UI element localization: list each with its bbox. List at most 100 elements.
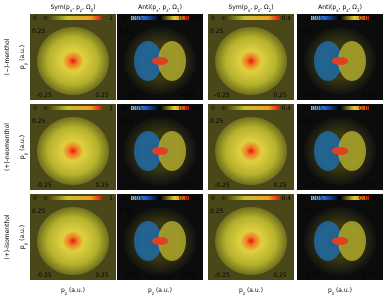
x-tick-label: -0.25 [214, 92, 230, 99]
subscript: 2 [269, 8, 272, 13]
subscript: x [156, 8, 159, 13]
column-title: Anti(px, pz, Ω1) [138, 4, 182, 13]
distribution [37, 27, 109, 95]
row-label: (+)-isomenthol [4, 214, 11, 260]
y-tick-label: 0.25 [299, 208, 313, 215]
panel [208, 104, 294, 190]
y-tick-label: 0.25 [119, 28, 133, 35]
x-tick-label: 0.25 [362, 272, 376, 279]
colorbar-label: 0.0005 [179, 15, 200, 22]
lobe-right [338, 221, 366, 261]
x-tick-label: -0.25 [36, 182, 52, 189]
panel [117, 194, 203, 280]
text-part: (a.u.) [334, 287, 352, 294]
colorbar-label: 0 [211, 195, 215, 202]
colorbar-label: 0.0005 [359, 195, 380, 202]
core [332, 237, 348, 245]
row-label: (+)-neomenthol [4, 123, 11, 171]
subscript: x [336, 8, 339, 13]
colorbar [222, 106, 280, 110]
subscript: z [65, 291, 68, 296]
x-tick-label: -0.25 [123, 182, 139, 189]
distribution [37, 117, 109, 185]
colorbar [311, 196, 369, 200]
text-part: , Ω [348, 4, 357, 11]
x-axis-label: pz (a.u.) [328, 287, 352, 296]
y-tick-label: 0.25 [32, 28, 46, 35]
subscript: z [80, 8, 83, 13]
text-part: , p [250, 4, 258, 11]
colorbar [131, 196, 189, 200]
colorbar-label: 1 [109, 195, 113, 202]
subscript: z [258, 8, 261, 13]
text-part: p [239, 287, 243, 294]
colorbar [44, 16, 102, 20]
lobe-left [314, 131, 342, 171]
text-part: , Ω [260, 4, 269, 11]
text-part: p [19, 65, 26, 69]
y-tick-label: 0.25 [210, 28, 224, 35]
text-part: , p [339, 4, 347, 11]
x-axis-label: pz (a.u.) [239, 287, 263, 296]
subscript: z [166, 8, 169, 13]
text-part: p [328, 287, 332, 294]
colorbar-label: 0 [33, 15, 37, 22]
text-part: , p [159, 4, 167, 11]
column-title: Sym(px, pz, Ω2) [228, 4, 273, 13]
y-tick-label: 0.25 [210, 208, 224, 215]
colorbar-label: 0.0005 [179, 195, 200, 202]
colorbar [131, 16, 189, 20]
panel [117, 104, 203, 190]
x-tick-label: 0.25 [95, 182, 109, 189]
column-title: Sym(px, pz, Ω0) [50, 4, 95, 13]
colorbar-label: -0.0005 [300, 15, 323, 22]
text-part: p [19, 155, 26, 159]
colorbar-label: 0 [211, 105, 215, 112]
y-tick-label: 0.25 [299, 28, 313, 35]
core [152, 147, 168, 155]
text-part: (a.u.) [154, 287, 172, 294]
core [152, 237, 168, 245]
core [332, 57, 348, 65]
panel [297, 194, 383, 280]
colorbar [44, 196, 102, 200]
y-axis-label: py (a.u.) [19, 135, 28, 159]
text-part: ) [271, 4, 273, 11]
x-axis-label: pz (a.u.) [61, 287, 85, 296]
subscript: y [23, 152, 28, 155]
y-tick-label: 0.25 [32, 118, 46, 125]
subscript: x [70, 8, 73, 13]
panel [297, 14, 383, 100]
y-tick-label: 0.25 [210, 118, 224, 125]
lobe-left [314, 41, 342, 81]
colorbar-label: 0.4 [281, 105, 291, 112]
column-title: Anti(px, pz, Ω3) [318, 4, 362, 13]
lobe-right [158, 131, 186, 171]
colorbar-label: -0.0005 [300, 195, 323, 202]
text-part: p [19, 245, 26, 249]
panel [30, 194, 116, 280]
x-tick-label: 0.25 [362, 182, 376, 189]
x-tick-label: 0.25 [95, 272, 109, 279]
colorbar [44, 106, 102, 110]
x-tick-label: 0.25 [273, 182, 287, 189]
colorbar-label: -0.0005 [120, 195, 143, 202]
distribution [215, 207, 287, 275]
subscript: z [332, 291, 335, 296]
colorbar [222, 16, 280, 20]
colorbar-label: -0.0005 [300, 105, 323, 112]
core [332, 147, 348, 155]
text-part: , p [72, 4, 80, 11]
x-tick-label: 0.25 [182, 182, 196, 189]
subscript: y [23, 242, 28, 245]
text-part: , Ω [168, 4, 177, 11]
y-tick-label: 0.25 [299, 118, 313, 125]
x-tick-label: -0.25 [36, 92, 52, 99]
text-part: ) [180, 4, 182, 11]
y-axis-label: py (a.u.) [19, 45, 28, 69]
colorbar-label: -0.0005 [120, 105, 143, 112]
colorbar-label: 0.0005 [359, 105, 380, 112]
x-tick-label: 0.25 [362, 92, 376, 99]
lobe-left [314, 221, 342, 261]
x-tick-label: 0.25 [273, 272, 287, 279]
